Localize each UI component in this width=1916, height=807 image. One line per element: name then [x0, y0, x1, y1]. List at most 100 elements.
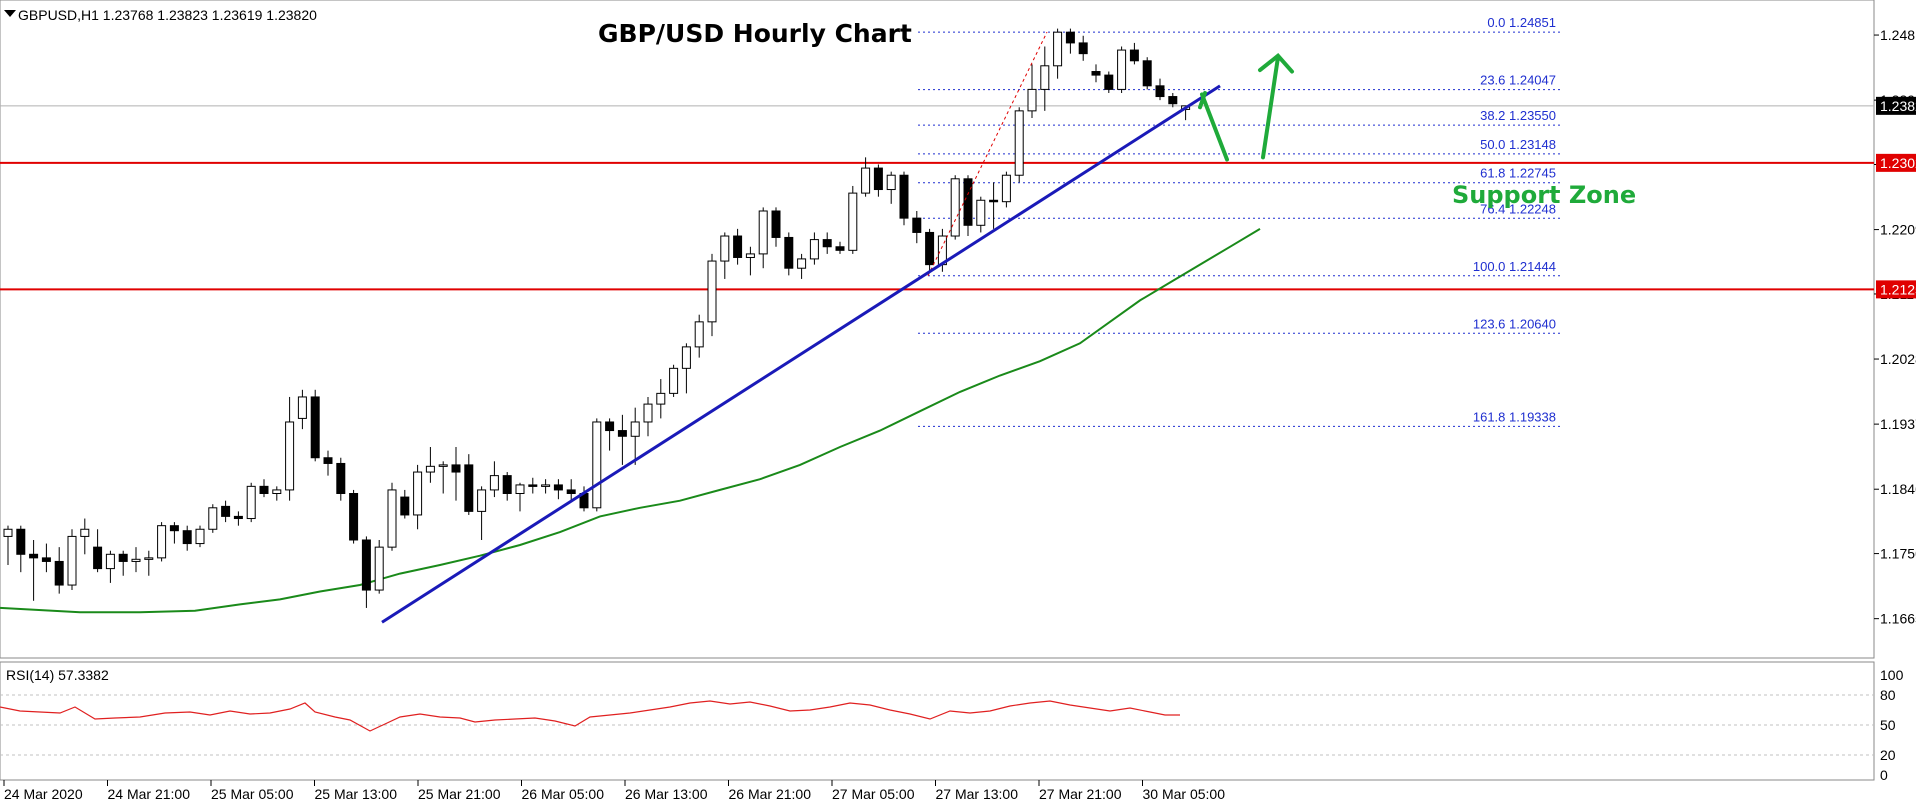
- candle: [1014, 107, 1024, 183]
- rsi-label: RSI(14) 57.3382: [6, 667, 109, 683]
- price-tag-box: [1876, 153, 1916, 172]
- bull-candle-body: [67, 535, 77, 586]
- candle: [605, 418, 615, 451]
- bear-candle-body: [784, 236, 794, 269]
- candle: [861, 157, 871, 197]
- bear-candle-body: [93, 546, 103, 570]
- candle: [451, 447, 461, 501]
- bear-candle-body: [1104, 74, 1114, 90]
- time-axis-label: 27 Mar 13:00: [936, 786, 1019, 802]
- price-tag-label: 1.23023: [1880, 155, 1916, 171]
- candle: [336, 457, 346, 501]
- candle: [630, 407, 640, 465]
- candle: [413, 464, 423, 530]
- bull-candle-body: [246, 485, 256, 520]
- candle: [1142, 57, 1152, 90]
- candle: [528, 477, 538, 494]
- candle: [1040, 46, 1050, 111]
- bear-candle-body: [1155, 85, 1165, 98]
- bear-candle-body: [323, 457, 333, 464]
- bull-candle-body: [669, 367, 679, 394]
- candle: [912, 210, 922, 244]
- candle: [553, 479, 563, 500]
- fib-level-label: 23.6 1.24047: [1480, 73, 1556, 88]
- candle: [285, 396, 295, 501]
- candle: [541, 479, 551, 494]
- bear-candle-body: [41, 557, 51, 562]
- down-arrow-head: [1198, 90, 1207, 110]
- bear-candle-body: [553, 484, 563, 491]
- bull-candle-body: [477, 489, 487, 512]
- candle: [873, 164, 883, 197]
- candle: [566, 479, 576, 501]
- candle: [1104, 71, 1114, 93]
- bull-candle-body: [272, 489, 282, 495]
- time-axis-label: 25 Mar 21:00: [418, 786, 501, 802]
- time-axis-label: 27 Mar 21:00: [1039, 786, 1122, 802]
- bull-candle-body: [643, 403, 653, 423]
- candle: [80, 518, 90, 555]
- candle: [1065, 28, 1075, 54]
- bear-candle-body: [349, 493, 359, 541]
- fib-level-label: 50.0 1.23148: [1480, 137, 1556, 152]
- candle: [297, 389, 307, 430]
- bull-candle-body: [1014, 110, 1024, 176]
- candle: [144, 550, 154, 576]
- bull-candle-body: [694, 321, 704, 348]
- fib-level-label: 100.0 1.21444: [1473, 259, 1556, 274]
- candle: [797, 253, 807, 279]
- fib-level-label: 161.8 1.19338: [1473, 409, 1556, 424]
- bear-candle-body: [221, 505, 231, 517]
- bear-candle-body: [925, 231, 935, 266]
- collapse-triangle-icon: [4, 10, 16, 17]
- bear-candle-body: [464, 464, 474, 512]
- candle: [182, 525, 192, 551]
- bear-candle-body: [400, 496, 410, 516]
- candle: [233, 511, 243, 526]
- time-axis-label: 24 Mar 21:00: [108, 786, 191, 802]
- candle: [374, 539, 384, 594]
- projection-arrows: [1198, 53, 1294, 162]
- fib-level-label: 61.8 1.22745: [1480, 166, 1556, 181]
- bull-candle-body: [285, 421, 295, 491]
- bear-candle-body: [963, 178, 973, 226]
- bull-candle-body: [797, 258, 807, 269]
- bull-candle-body: [720, 235, 730, 262]
- candle: [694, 314, 704, 358]
- bear-candle-body: [118, 553, 128, 562]
- bear-candle-body: [566, 489, 576, 495]
- candle: [310, 389, 320, 462]
- candle: [681, 343, 691, 394]
- candle: [656, 379, 666, 419]
- candle: [477, 486, 487, 540]
- time-axis-label: 26 Mar 21:00: [729, 786, 812, 802]
- candle: [976, 196, 986, 233]
- bear-candle-body: [617, 430, 627, 437]
- rsi-axis-label: 20: [1880, 747, 1896, 763]
- candle: [208, 504, 218, 533]
- candle: [1155, 78, 1165, 101]
- candle: [105, 550, 115, 583]
- support-levels: [0, 161, 1874, 291]
- rsi-levels: 100 80 50 20 0: [0, 667, 1904, 783]
- bull-candle-body: [861, 167, 871, 194]
- bear-candle-body: [528, 484, 538, 487]
- price-tag-label: 1.23820: [1880, 98, 1916, 114]
- candle: [515, 482, 525, 512]
- price-tag-label: 1.21254: [1880, 281, 1916, 297]
- bull-candle-body: [438, 464, 448, 467]
- price-axis-label: 1.20280: [1880, 351, 1916, 367]
- candle: [835, 241, 845, 254]
- bear-candle-body: [835, 246, 845, 251]
- fibonacci-labels: 0.0 1.24851 23.6 1.24047 38.2 1.23550 50.0 …: [1473, 15, 1556, 424]
- bull-candle-body: [131, 558, 141, 562]
- bull-candle-body: [1040, 65, 1050, 90]
- candle: [425, 447, 435, 483]
- fib-level-label: 76.4 1.22248: [1480, 201, 1556, 216]
- fib-level-label: 123.6 1.20640: [1473, 316, 1556, 331]
- candle: [502, 472, 512, 501]
- bear-candle-body: [29, 553, 39, 559]
- candle: [707, 253, 717, 337]
